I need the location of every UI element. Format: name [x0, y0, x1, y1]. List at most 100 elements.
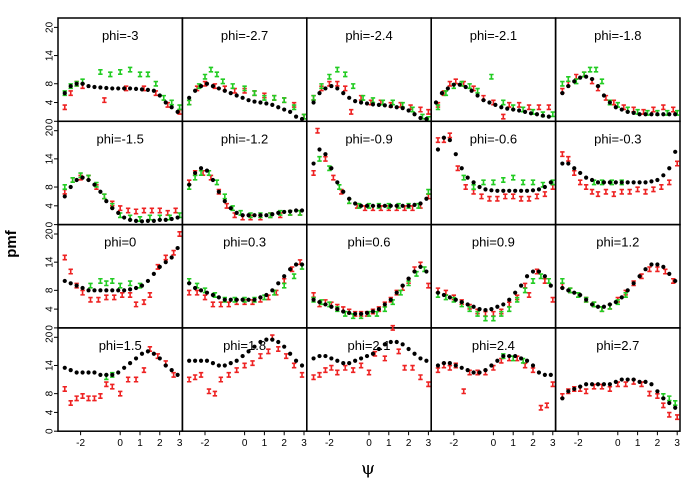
- red-point: [447, 80, 453, 87]
- black-point: [578, 75, 583, 80]
- black-point: [578, 384, 583, 389]
- black-point: [74, 283, 79, 288]
- red-point: [173, 207, 178, 214]
- red-point: [595, 191, 601, 198]
- black-point: [536, 370, 542, 375]
- red-point: [447, 364, 453, 371]
- green-point: [291, 273, 297, 280]
- green-point: [118, 282, 123, 289]
- red-point: [647, 266, 652, 273]
- red-point: [331, 174, 336, 181]
- black-point: [282, 209, 287, 215]
- black-point: [258, 213, 263, 218]
- black-point: [169, 368, 174, 373]
- black-point: [637, 180, 642, 185]
- red-point: [655, 392, 660, 399]
- red-point: [487, 195, 492, 202]
- black-point: [511, 107, 516, 112]
- black-point: [299, 363, 305, 368]
- black-point: [364, 310, 370, 315]
- red-point: [611, 191, 617, 198]
- green-point: [230, 83, 235, 90]
- black-point: [288, 267, 293, 272]
- black-point: [412, 351, 417, 356]
- panel: phi=2.4 -2 0 1 2 3: [430, 327, 557, 449]
- black-point: [613, 180, 618, 185]
- red-point: [133, 301, 139, 308]
- black-point: [469, 88, 474, 93]
- green-point: [406, 280, 411, 287]
- green-point: [471, 184, 476, 191]
- black-point: [335, 180, 340, 185]
- black-point: [655, 389, 660, 394]
- black-point: [204, 358, 210, 363]
- black-point: [228, 91, 233, 96]
- green-point: [507, 306, 512, 313]
- black-point: [394, 339, 399, 345]
- green-point: [491, 179, 496, 186]
- panel-title: phi=1.2: [596, 235, 639, 250]
- x-tick-label: 2: [281, 438, 287, 449]
- black-point: [435, 290, 441, 295]
- black-point: [505, 106, 510, 111]
- panel-title: phi=2.7: [596, 338, 639, 353]
- red-point: [667, 411, 672, 418]
- black-point: [246, 213, 251, 218]
- panel-title: phi=-0.3: [594, 131, 641, 146]
- black-point: [358, 356, 364, 361]
- black-point: [358, 311, 364, 316]
- red-point: [577, 179, 583, 186]
- red-point: [510, 193, 516, 200]
- black-point: [329, 83, 334, 89]
- green-point: [475, 87, 480, 94]
- red-point: [141, 299, 147, 306]
- black-point: [335, 86, 340, 91]
- red-point: [92, 395, 97, 402]
- red-point: [317, 371, 322, 378]
- green-point: [317, 155, 322, 162]
- green-point: [62, 184, 67, 191]
- black-point: [68, 83, 73, 89]
- black-point: [481, 98, 486, 103]
- black-point: [329, 356, 334, 361]
- black-point: [264, 292, 269, 298]
- red-point: [390, 324, 395, 331]
- black-point: [353, 201, 358, 206]
- red-point: [323, 367, 328, 374]
- green-point: [410, 106, 415, 113]
- black-point: [589, 76, 595, 82]
- red-point: [348, 108, 354, 115]
- red-point: [80, 289, 85, 296]
- red-point: [663, 268, 668, 275]
- black-point: [92, 288, 97, 293]
- black-point: [323, 302, 328, 307]
- black-point: [661, 112, 666, 117]
- black-point: [252, 213, 257, 218]
- red-point: [96, 296, 101, 303]
- black-point: [548, 283, 553, 288]
- black-point: [258, 100, 263, 105]
- black-point: [453, 297, 458, 302]
- black-point: [122, 365, 127, 370]
- black-point: [228, 361, 233, 366]
- x-tick-label: 0: [117, 438, 123, 449]
- red-point: [157, 207, 162, 214]
- black-point: [122, 215, 127, 220]
- panel: phi=-0.3: [554, 120, 681, 226]
- black-point: [145, 349, 151, 354]
- black-point: [116, 288, 121, 293]
- green-point: [467, 306, 472, 313]
- black-point: [530, 363, 536, 368]
- red-point: [560, 151, 565, 158]
- y-tick-label: 20: [45, 21, 56, 33]
- black-point: [453, 152, 458, 157]
- y-tick-label: 4: [45, 306, 56, 312]
- black-point: [542, 184, 547, 190]
- black-point: [412, 202, 417, 207]
- green-point: [499, 310, 504, 317]
- black-point: [264, 337, 269, 342]
- black-point: [619, 107, 624, 112]
- black-point: [216, 363, 221, 368]
- red-point: [526, 195, 532, 202]
- red-point: [667, 179, 672, 186]
